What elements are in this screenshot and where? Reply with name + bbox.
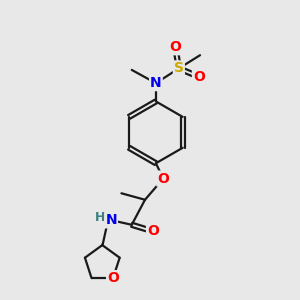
Text: N: N bbox=[150, 76, 162, 90]
Text: N: N bbox=[105, 213, 117, 227]
Text: O: O bbox=[147, 224, 159, 238]
Text: O: O bbox=[107, 271, 119, 285]
Text: O: O bbox=[157, 172, 169, 186]
Text: H: H bbox=[95, 211, 105, 224]
Text: O: O bbox=[193, 70, 205, 84]
Text: S: S bbox=[174, 61, 184, 75]
Text: O: O bbox=[169, 40, 181, 54]
